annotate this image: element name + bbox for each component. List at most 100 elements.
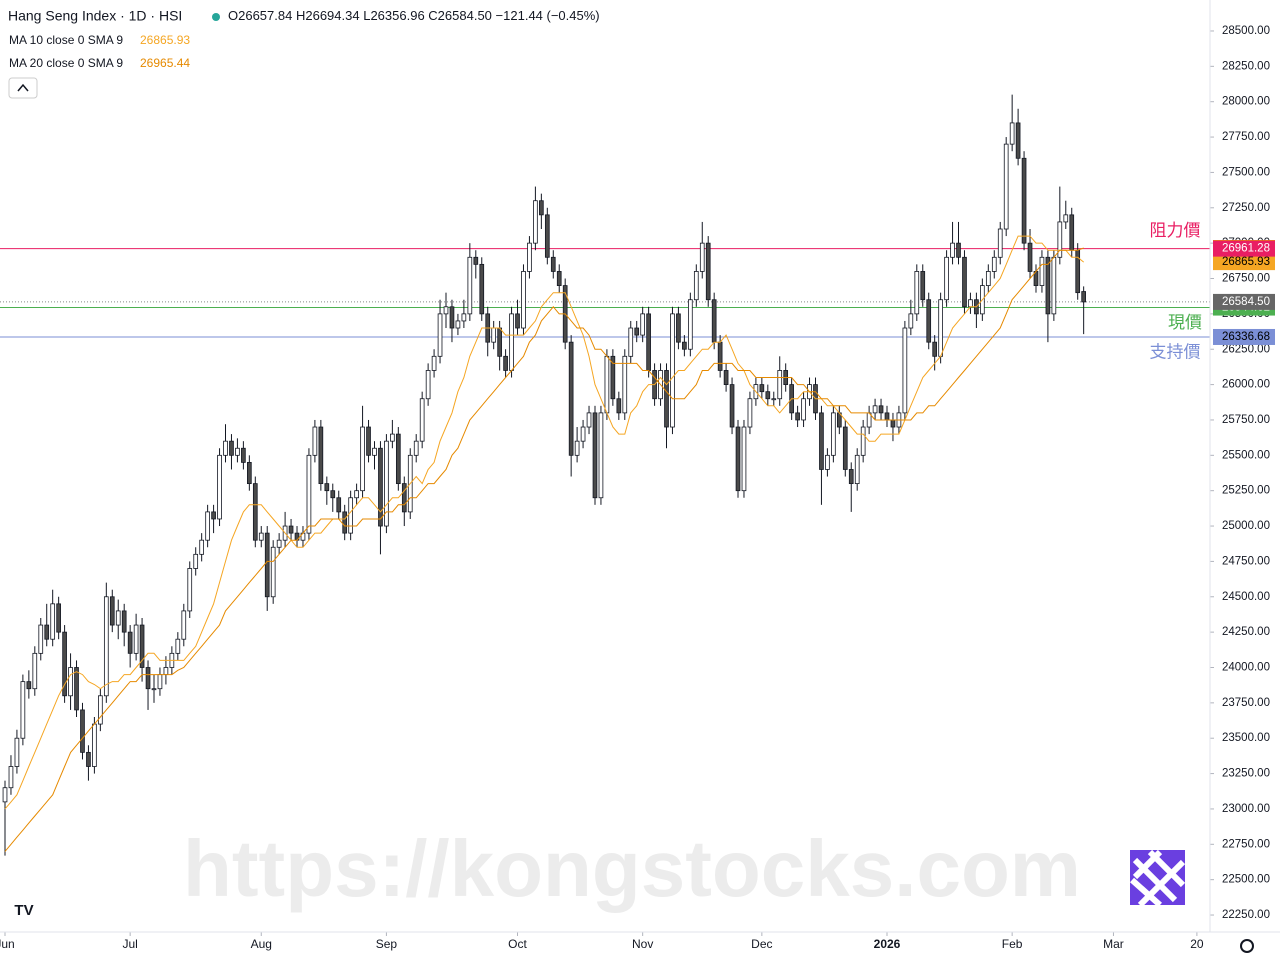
candle-body bbox=[193, 553, 199, 569]
candle-body bbox=[503, 355, 508, 371]
y-tick-label: 25500.00 bbox=[1222, 449, 1270, 461]
candle-body bbox=[544, 214, 550, 258]
candle-body bbox=[664, 370, 669, 428]
candle-body bbox=[1045, 256, 1051, 315]
moving-average bbox=[4, 247, 1084, 852]
candle-body bbox=[157, 674, 163, 690]
candle-body bbox=[962, 256, 967, 308]
y-tick-label: 24500.00 bbox=[1222, 591, 1270, 603]
title: Hang Seng Index · 1D · HSI bbox=[8, 8, 182, 24]
candle-body bbox=[98, 695, 103, 725]
collapse-button[interactable] bbox=[8, 77, 38, 99]
y-tick-label: 27750.00 bbox=[1222, 131, 1270, 143]
candle-body bbox=[610, 355, 616, 400]
y-tick-label: 22250.00 bbox=[1222, 909, 1270, 921]
candle-body bbox=[580, 426, 586, 442]
candle-body bbox=[997, 228, 1003, 258]
x-tick-label: Oct bbox=[508, 937, 527, 951]
y-tick-label: 22750.00 bbox=[1222, 838, 1270, 850]
ohlc-value: O26657.84 bbox=[228, 8, 292, 23]
candle-body bbox=[241, 447, 246, 463]
candle-body bbox=[187, 568, 193, 612]
candle-body bbox=[920, 271, 926, 301]
x-tick-label: Sep bbox=[376, 937, 398, 951]
candle-body bbox=[825, 454, 830, 470]
candle-body bbox=[634, 327, 640, 336]
watermark: https://kongstocks.com bbox=[183, 824, 1081, 913]
candle-body bbox=[1027, 242, 1033, 272]
candle-body bbox=[121, 610, 127, 633]
tv-logo: TV bbox=[8, 896, 40, 924]
candle-body bbox=[819, 412, 824, 470]
candle-body bbox=[550, 256, 556, 272]
candle-body bbox=[568, 341, 574, 456]
settings-icon[interactable] bbox=[1240, 939, 1254, 953]
candle-body bbox=[1069, 214, 1075, 251]
candle-body bbox=[217, 454, 222, 520]
y-tick-label: 25750.00 bbox=[1222, 414, 1270, 426]
price-tag bbox=[1213, 293, 1275, 310]
candle-body bbox=[747, 398, 753, 428]
y-tick-label: 22500.00 bbox=[1222, 874, 1270, 886]
candle-body bbox=[646, 313, 651, 371]
candle-body bbox=[640, 313, 646, 336]
candle-body bbox=[926, 299, 932, 343]
candle-body bbox=[860, 426, 866, 456]
price-tag bbox=[1213, 328, 1275, 345]
candle-body bbox=[413, 440, 419, 456]
candle-body bbox=[44, 624, 50, 640]
price-tag bbox=[1213, 254, 1275, 271]
candle-body bbox=[777, 370, 783, 400]
candle-body bbox=[103, 596, 109, 697]
candle-body bbox=[956, 242, 961, 258]
x-tick-label: Nov bbox=[632, 937, 653, 951]
candle-body bbox=[1063, 214, 1069, 223]
change: −121.44 (−0.45%) bbox=[496, 8, 600, 23]
candle-body bbox=[479, 263, 485, 315]
y-tick-label: 23250.00 bbox=[1222, 768, 1270, 780]
candle-body bbox=[890, 419, 896, 428]
candle-body bbox=[586, 412, 592, 428]
candle-body bbox=[848, 469, 854, 485]
candle-body bbox=[205, 511, 210, 541]
y-tick-label: 28250.00 bbox=[1222, 60, 1270, 72]
x-tick-label: Mar bbox=[1103, 937, 1124, 951]
y-tick-label: 23000.00 bbox=[1222, 803, 1270, 815]
y-tick-label: 24750.00 bbox=[1222, 555, 1270, 567]
candle-body bbox=[270, 546, 276, 598]
candle-body bbox=[533, 200, 538, 244]
candle-body bbox=[723, 370, 729, 385]
ohlc-value: L26356.96 bbox=[363, 8, 424, 23]
price-tag-label: 26336.68 bbox=[1222, 331, 1270, 343]
candle-body bbox=[574, 440, 580, 456]
candle-body bbox=[467, 256, 473, 315]
logo bbox=[1130, 849, 1186, 908]
candle-body bbox=[14, 737, 20, 767]
candle-body bbox=[1081, 291, 1086, 303]
candle-body bbox=[872, 405, 878, 414]
y-tick-label: 24000.00 bbox=[1222, 662, 1270, 674]
candle-body bbox=[74, 667, 79, 711]
candle-body bbox=[127, 631, 133, 654]
x-tick-label: Dec bbox=[751, 937, 772, 951]
candle-body bbox=[717, 341, 723, 371]
candle-body bbox=[223, 440, 228, 456]
candle-body bbox=[312, 426, 318, 456]
candle-body bbox=[598, 412, 604, 499]
candle-body bbox=[211, 511, 216, 520]
candle-body bbox=[771, 398, 777, 401]
candle-body bbox=[527, 242, 532, 272]
candle-body bbox=[342, 511, 348, 534]
candle-body bbox=[163, 667, 169, 675]
y-tick-label: 25250.00 bbox=[1222, 485, 1270, 497]
candle-body bbox=[139, 624, 145, 668]
candle-body bbox=[431, 355, 437, 371]
candle-body bbox=[115, 610, 121, 626]
candle-body bbox=[604, 355, 610, 414]
candle-body bbox=[26, 681, 32, 690]
y-tick-label: 27250.00 bbox=[1222, 202, 1270, 214]
price-tag-label: 26961.28 bbox=[1222, 243, 1270, 255]
candle-body bbox=[336, 497, 342, 513]
candle-body bbox=[8, 766, 14, 789]
